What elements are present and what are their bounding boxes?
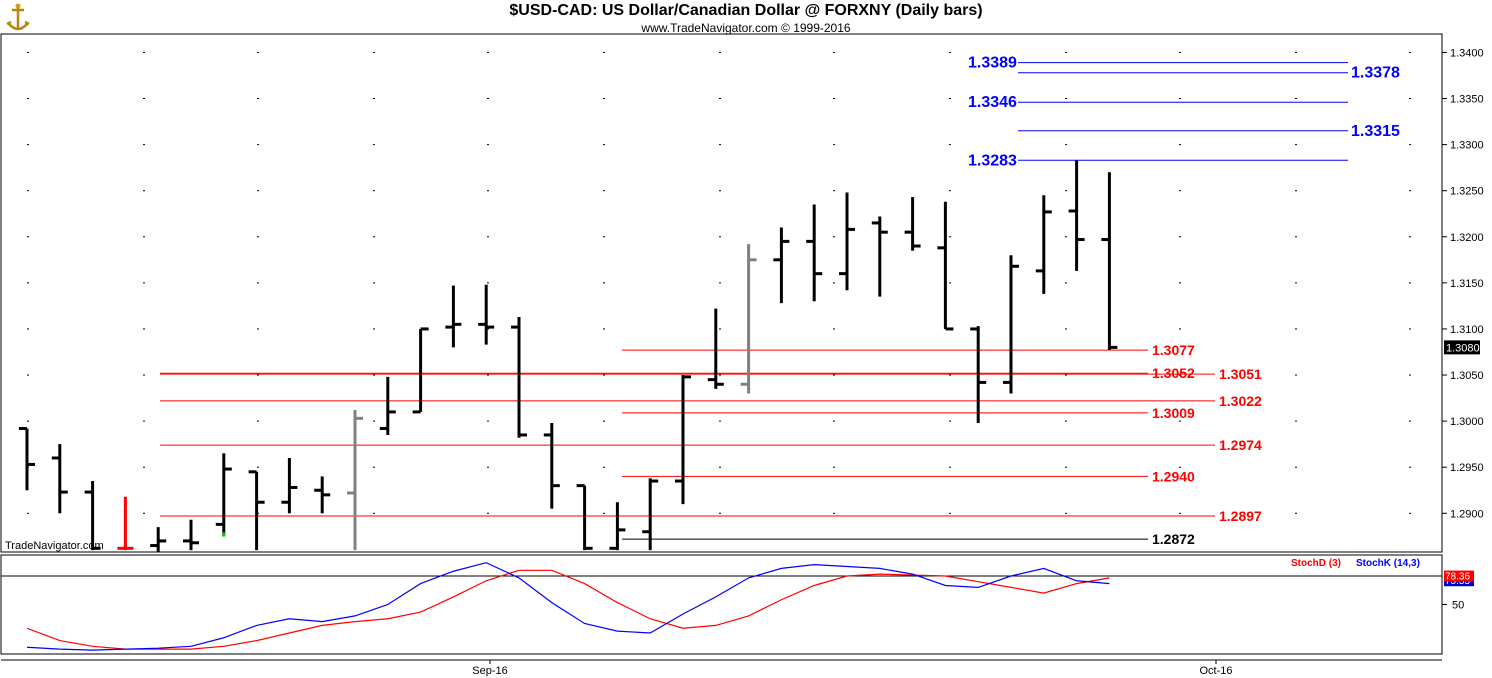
ohlc-bar [576, 484, 593, 551]
time-axis: Sep-16 Oct-16 [472, 660, 1233, 677]
tradenavigator-logo-icon [6, 3, 30, 31]
support-level-label: 1.2940 [1152, 468, 1195, 484]
ohlc-bar [51, 444, 68, 514]
stochd-last-value: 78.36 [1445, 572, 1470, 583]
ohlc-bar [707, 308, 724, 389]
blue-level-label: 1.3346 [968, 94, 1017, 111]
stochd-line [26, 569, 1110, 650]
stochd-legend: StochD (3) [1291, 558, 1341, 569]
ohlc-bar [478, 284, 495, 345]
ohlc-bar [1035, 195, 1052, 294]
ohlc-bar [183, 519, 199, 551]
chart-frame [0, 33, 1443, 661]
ohlc-bar [642, 478, 659, 551]
ohlc-bar [543, 422, 560, 509]
price-panel-border [0, 33, 1443, 553]
stochk-legend: StochK (14,3) [1356, 558, 1420, 569]
ohlc-bar [347, 410, 363, 551]
support-level-label: 1.2897 [1219, 508, 1262, 524]
ohlc-bar [1003, 255, 1019, 394]
chart-subtitle: www.TradeNavigator.com © 1999-2016 [641, 21, 851, 35]
y-tick-label: 1.3300 [1450, 140, 1484, 152]
ohlc-bar [871, 216, 888, 297]
ohlc-bar [150, 527, 167, 552]
ohlc-bar [740, 244, 757, 394]
stochd-last-badge [1444, 570, 1474, 582]
blue-level-label: 1.3315 [1351, 123, 1400, 140]
ohlc-bar [773, 227, 790, 304]
support-level-label: 1.3022 [1219, 393, 1262, 409]
price-bars [19, 160, 1118, 552]
osc-tick-label: 50 [1452, 600, 1464, 612]
ohlc-bar [904, 197, 921, 251]
blue-level-label: 1.3283 [968, 152, 1017, 169]
support-level-label: 1.3052 [1152, 365, 1195, 381]
chart-title: $USD-CAD: US Dollar/Canadian Dollar @ FO… [509, 2, 983, 19]
y-tick-label: 1.3100 [1450, 324, 1484, 336]
price-levels: 1.3389 1.3378 1.3346 1.3315 1.3283 1.3077 1.30… [160, 55, 1400, 547]
ohlc-bar [511, 316, 527, 438]
y-tick-label: 1.2900 [1450, 508, 1484, 520]
ohlc-bar [412, 327, 429, 414]
stochk-line [26, 562, 1110, 651]
x-tick-label: Sep-16 [472, 665, 507, 677]
ohlc-bar [84, 481, 101, 551]
stochk-last-value: 75.55 [1445, 576, 1470, 587]
ohlc-bar [248, 470, 265, 551]
support-level-label: 1.2872 [1152, 531, 1195, 547]
blue-level-label: 1.3378 [1351, 65, 1400, 82]
y-tick-label: 1.3050 [1450, 370, 1484, 382]
support-level-label: 1.3009 [1152, 405, 1195, 421]
ohlc-bar [19, 426, 35, 491]
support-level-label: 1.3051 [1219, 366, 1262, 382]
x-tick-label: Oct-16 [1199, 665, 1232, 677]
ohlc-bar [215, 453, 232, 537]
ohlc-bar [806, 204, 823, 302]
ohlc-bar [281, 457, 298, 514]
ohlc-bar [609, 502, 626, 551]
support-level-label: 1.3077 [1152, 342, 1195, 358]
ohlc-bar [445, 285, 462, 348]
ohlc-bar [675, 375, 691, 505]
ohlc-bar [117, 496, 134, 551]
y-tick-label: 1.3150 [1450, 278, 1484, 290]
price-axis: 1.3400 1.3350 1.3300 1.3250 1.3200 1.3150 1.31… [1442, 47, 1484, 520]
ohlc-bar [970, 326, 987, 423]
y-tick-label: 1.3200 [1450, 232, 1484, 244]
ohlc-bar [379, 376, 396, 435]
y-tick-label: 1.3000 [1450, 416, 1484, 428]
y-tick-label: 1.3350 [1450, 94, 1484, 106]
last-price-label: 1.3080 [1446, 342, 1480, 354]
ohlc-bar [314, 476, 331, 514]
blue-level-label: 1.3389 [968, 55, 1017, 72]
last-price-badge [1444, 340, 1480, 355]
ohlc-bar [1101, 172, 1118, 351]
support-level-label: 1.2974 [1219, 437, 1262, 453]
ohlc-bar [839, 192, 855, 291]
watermark-label: TradeNavigator.com [5, 540, 104, 552]
y-tick-label: 1.3400 [1450, 47, 1484, 59]
y-tick-label: 1.2950 [1450, 462, 1484, 474]
ohlc-bar [1068, 160, 1085, 271]
grid-dots [27, 51, 1411, 514]
ohlc-bar [937, 201, 954, 331]
y-tick-label: 1.3250 [1450, 186, 1484, 198]
